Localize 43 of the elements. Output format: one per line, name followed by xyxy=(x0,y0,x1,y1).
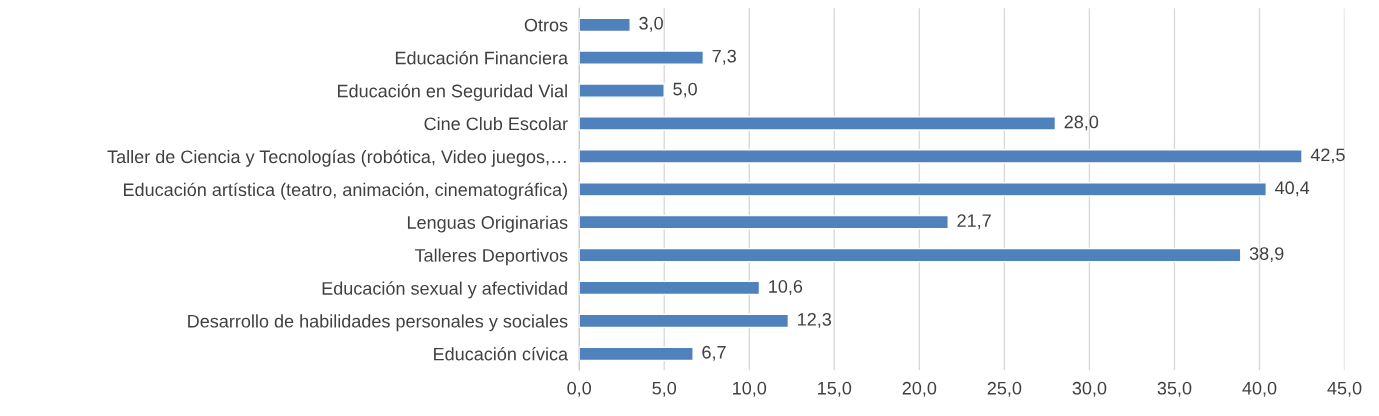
x-tick-label: 25,0 xyxy=(987,381,1022,397)
y-tick-label: Taller de Ciencia y Tecnologías (robótica, Video juegos,… xyxy=(107,149,566,167)
bar xyxy=(579,247,1242,263)
data-label: 40,4 xyxy=(1275,181,1310,197)
data-label: 5,0 xyxy=(673,82,697,98)
x-tick-label: 20,0 xyxy=(902,381,937,397)
x-tick-label: 30,0 xyxy=(1072,381,1107,397)
y-tick-label: Otros xyxy=(524,18,568,32)
y-tick-label: Talleres Deportivos xyxy=(414,248,568,266)
bar xyxy=(579,149,1303,164)
y-tick-label: Educación sexual y afectividad xyxy=(322,281,567,299)
y-tick-label: Cine Club Escolar xyxy=(424,116,568,131)
data-label: 28,0 xyxy=(1064,115,1099,131)
x-tick-label: 0,0 xyxy=(567,381,592,397)
data-label: 38,9 xyxy=(1249,247,1284,263)
data-label: 10,6 xyxy=(769,280,803,295)
bar xyxy=(579,280,761,296)
bar xyxy=(579,17,631,33)
data-label: 3,0 xyxy=(639,16,663,32)
bar xyxy=(579,116,1057,131)
data-label: 12,3 xyxy=(798,312,832,328)
x-tick-label: 35,0 xyxy=(1157,381,1192,397)
bar xyxy=(579,214,949,230)
y-tick-label: Educación cívica xyxy=(434,347,569,361)
x-tick-label: 40,0 xyxy=(1242,381,1277,397)
data-label: 6,7 xyxy=(702,345,726,361)
data-label: 21,7 xyxy=(957,214,991,230)
bar xyxy=(579,346,694,362)
x-tick-label: 10,0 xyxy=(733,381,767,397)
bar xyxy=(579,50,705,65)
bar xyxy=(579,83,665,98)
y-tick-label: Educación en Seguridad Vial xyxy=(338,83,567,101)
y-tick-label: Lenguas Originarias xyxy=(407,215,568,233)
x-tick-label: 45,0 xyxy=(1327,381,1362,397)
bar xyxy=(579,182,1267,197)
x-tick-label: 5,0 xyxy=(652,381,677,397)
bar xyxy=(579,313,790,329)
y-tick-label: Educación artística (teatro, animación, cinematográfica) xyxy=(124,182,567,200)
data-label: 42,5 xyxy=(1310,148,1345,164)
x-tick-label: 15,0 xyxy=(818,381,852,397)
y-tick-label: Educación Financiera xyxy=(395,50,569,65)
data-label: 7,3 xyxy=(712,49,736,65)
y-tick-label: Desarrollo de habilidades personales y sociales xyxy=(188,314,568,332)
